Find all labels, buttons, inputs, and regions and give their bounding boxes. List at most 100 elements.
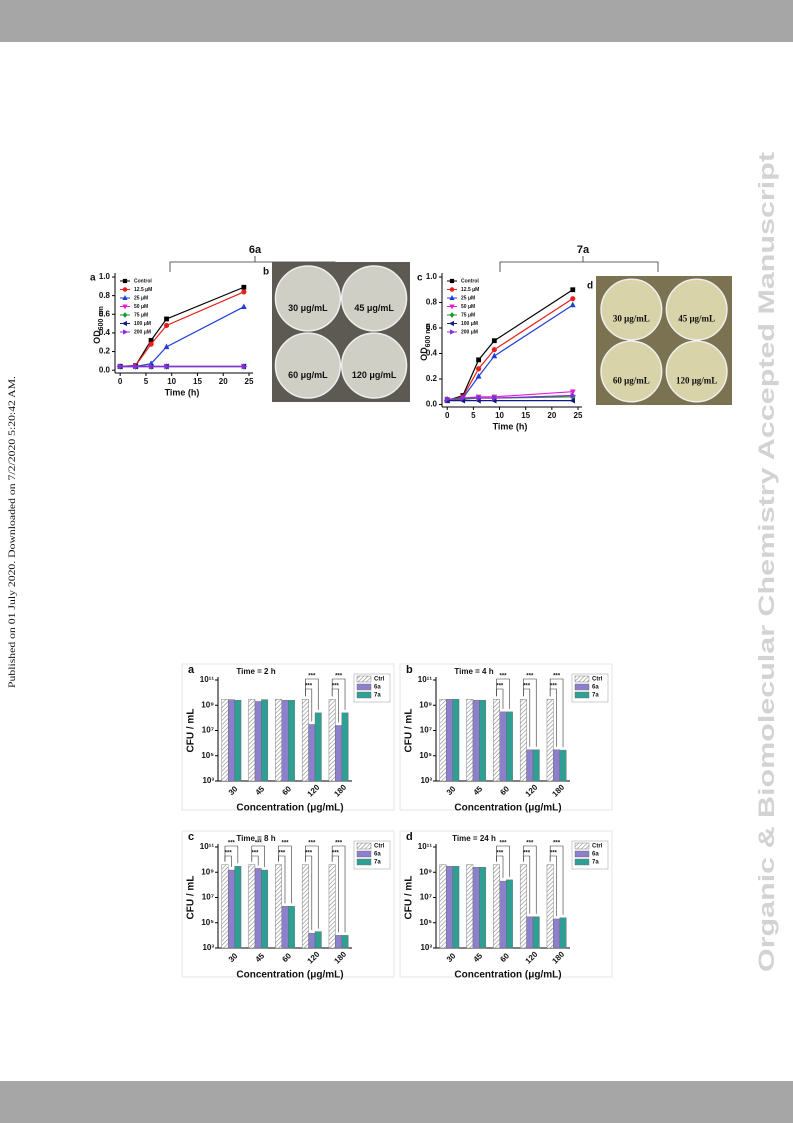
significance-bracket [496,845,510,877]
x-tick-label: 60 [498,951,511,964]
significance-label: *** [305,851,313,857]
legend-swatch [574,683,590,691]
significance-label: *** [251,851,259,857]
x-tick-label: 45 [254,951,267,964]
y-axis-label: CFU / mL [404,876,415,920]
bar [479,867,487,949]
bar [254,701,262,782]
petri-dish [600,278,663,341]
bar [445,866,453,949]
legend-marker [449,287,455,292]
legend-label: Ctrl [374,844,385,850]
y-axis-label: OD600 nm [419,323,431,361]
x-axis-label: Concentration (μg/mL) [236,970,343,981]
legend-label: 50 μM [134,304,148,310]
group-bracket [169,256,659,272]
y-tick-label: 10⁹ [201,867,214,876]
bar [261,869,269,949]
y-tick-label: 0.4 [99,328,111,337]
legend-label: 200 μM [461,329,478,335]
significance-bracket [305,845,319,929]
petri-dish [274,265,342,332]
significance-bracket [331,678,346,710]
y-axis-label: CFU / mL [186,876,197,920]
legend-swatch [574,842,590,850]
petri-dish [600,340,663,403]
legend-swatch [356,842,372,850]
bar [519,864,527,949]
x-tick-label: 5 [471,411,476,420]
significance-bracket [549,845,564,915]
significance-bracket [278,845,292,904]
significance-bracket [331,845,346,933]
bar [546,864,554,949]
legend-label: 75 μM [134,312,148,318]
marker [569,301,576,308]
panel-frame [399,830,613,978]
marker [163,343,170,350]
y-tick-label: 0.8 [426,298,438,307]
significance-bracket [305,855,313,931]
marker [460,395,467,401]
marker [241,289,247,295]
legend-label: 50 μM [461,304,475,310]
bar [546,699,554,782]
legend-label: 12.5 μM [461,287,479,293]
bar [275,699,282,782]
panel-frame [181,830,395,978]
legend-label: 200 μM [134,329,151,335]
petri-dish [340,332,408,399]
plate-label: 60 μg/mL [288,370,328,380]
y-tick-label: 10³ [202,943,214,952]
legend-label: 6a [592,852,599,858]
plate-label: 45 μg/mL [678,314,715,324]
bar [328,699,336,782]
y-tick-label: 10⁵ [419,918,432,927]
bar [452,866,460,949]
x-axis-label: Concentration (μg/mL) [236,803,343,814]
y-tick-label: 10³ [420,943,432,952]
x-tick-label: 45 [254,784,267,797]
x-axis-label: Time (h) [165,387,200,397]
x-tick-label: 20 [219,377,228,386]
x-tick-label: 120 [306,782,322,798]
legend-swatch [356,675,372,683]
x-tick-label: 15 [193,377,202,386]
bar [261,699,269,782]
significance-label: *** [335,841,343,847]
legend-swatch [356,858,372,866]
bar [519,699,527,782]
x-tick-label: 180 [550,782,566,798]
marker [570,392,577,399]
bar [221,864,229,949]
x-tick-label: 0 [445,411,450,420]
significance-bracket [549,678,564,748]
bar [499,711,507,782]
significance-bracket [251,845,265,868]
marker [569,389,576,396]
panel-label: a [188,664,195,676]
y-tick-label: 0.0 [426,400,438,409]
significance-label: *** [305,684,313,690]
significance-bracket [523,845,537,914]
marker [476,395,482,401]
plate-label: 45 μg/mL [354,303,394,313]
bar [559,749,567,782]
x-tick-label: 30 [445,951,458,964]
x-tick-label: 180 [332,782,348,798]
bar [472,700,480,782]
y-axis-label-sub: 600 nm [98,306,105,330]
legend-swatch [356,850,372,858]
significance-label: *** [550,684,558,690]
bar [559,917,567,949]
y-tick-label: 0.6 [99,309,111,318]
bar [281,700,289,782]
bar [335,935,343,949]
legend-marker [122,304,128,310]
bar [248,864,256,949]
significance-label: *** [499,841,507,847]
significance-label: *** [523,684,531,690]
bar [221,699,229,782]
group-label: 7a [577,244,590,256]
marker [241,363,248,370]
